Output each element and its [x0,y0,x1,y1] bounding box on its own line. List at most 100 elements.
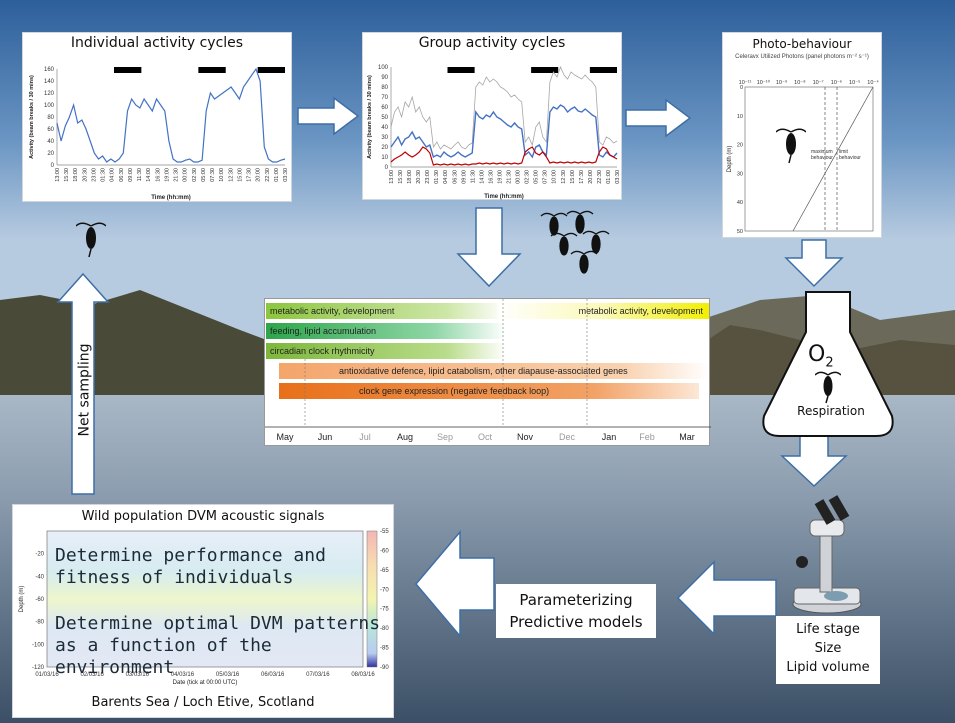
acoustic-signals-panel: Wild population DVM acoustic signals -20… [12,504,394,718]
y-tick-label: 100 [378,65,389,71]
y-tick-label: -120 [32,665,45,671]
month-oct: Oct [477,432,492,442]
y-tick-label: 0 [51,163,55,169]
y-tick-label: -80 [35,620,44,626]
month-jul: Jul [359,432,371,442]
x-tick-label: 10⁻⁴ [867,79,879,86]
respiration-label: Respiration [797,404,865,418]
x-tick-label: 07:30 [210,168,216,182]
y-tick-label: 90 [381,75,388,81]
copepod-icon [815,371,841,404]
limit-label: limit [839,149,848,155]
x-tick-label: 02:30 [525,170,531,184]
series-line-2 [390,146,618,166]
x-tick-label: 01:30 [434,170,440,184]
month-jan: Jan [601,432,617,442]
x-tick-label: 05:00 [534,170,540,184]
colorbar-tick-label: -85 [380,646,389,652]
photo-behaviour-panel: Photo-behaviour Celeravx Utilized Photon… [722,32,882,238]
x-tick-label: 18:00 [73,168,79,182]
x-tick-label: 05:00 [201,168,207,182]
predictive-models-label: Predictive models [509,613,643,631]
x-tick-label: 02:30 [192,168,198,182]
x-tick-label: 04:00 [110,168,116,182]
x-tick-label: 01/03/16 [35,672,59,678]
gantt-bar-metabolic-2: metabolic activity, development [497,303,709,319]
x-tick-label: 22:30 [597,170,603,184]
measurements-box: Life stage Size Lipid volume [776,616,880,684]
x-tick-label: 22:30 [265,168,271,182]
arrow-down-3 [780,433,848,488]
colorbar [366,530,378,668]
seasonal-timeline-panel: metabolic activity, development metaboli… [264,298,711,446]
y-tick-label: 70 [381,95,388,101]
x-tick-label: 19:00 [497,170,503,184]
x-tick-label: 15:00 [237,168,243,182]
y-tick-label: 20 [737,143,743,149]
x-tick-label: 20:00 [256,168,262,182]
colorbar-tick-label: -60 [380,548,389,554]
x-tick-label: 06:30 [452,170,458,184]
x-tick-label: 12:30 [228,168,234,182]
gantt-bar-clock: clock gene expression (negative feedback… [279,383,699,399]
y-tick-label: -20 [35,552,44,558]
series-line-1 [390,104,618,159]
x-tick-label: 16:30 [488,170,494,184]
x-tick-label: 15:00 [570,170,576,184]
y-tick-label: 20 [47,151,54,157]
arrow-left-1 [676,560,777,636]
y-axis-label: Depth (m) [19,586,25,613]
x-tick-label: 11:30 [137,168,143,181]
x-tick-label: 10:00 [552,170,558,184]
echogram-area [47,531,363,667]
y-tick-label: 140 [44,79,55,85]
y-axis-label: Depth (m) [727,146,733,173]
x-tick-label: 17:30 [247,168,253,182]
gantt-bar-antioxidative: antioxidative defence, lipid catabolism,… [279,363,709,379]
size-label: Size [814,641,842,656]
x-tick-label: 07/03/16 [306,672,330,678]
microscope-icon [792,495,862,614]
photo-plot-frame [744,86,874,232]
group-activity-panel: Group activity cycles 100 90 80 70 60 50 40 30 2… [362,32,622,200]
y-tick-label: 0 [740,85,743,91]
x-tick-label: 09:00 [128,168,134,182]
x-tick-label: 10⁻¹⁰ [757,79,771,86]
x-tick-label: 10⁻⁵ [849,79,860,86]
individual-panel-title: Individual activity cycles [70,35,244,51]
copepod-group-icon [540,210,610,274]
x-tick-label: 15:30 [64,168,70,182]
arrow-up-net [56,272,110,495]
life-stage-label: Life stage [796,622,860,637]
x-tick-label: 08/03/16 [351,672,375,678]
month-may: May [276,432,294,442]
light-attenuation-line [792,86,874,232]
behaviour-label-b: behaviour [839,155,861,161]
gantt-bar-circadian: circadian clock rhythmicity [266,343,506,359]
x-tick-label: 14:00 [146,168,152,182]
arrow-down-1 [456,207,522,288]
x-tick-label: 11:30 [470,170,476,183]
night-period-bar [114,67,142,73]
arrow-left-2 [415,530,495,638]
x-tick-label: 01:30 [101,168,107,182]
x-axis-label: Time (hh:mm) [484,194,524,200]
x-tick-label: 10⁻⁷ [813,79,824,86]
y-tick-label: 60 [381,105,388,111]
y-axis-label: Activity (beam breaks / 30 mins) [367,75,373,159]
y-tick-label: 20 [381,145,388,151]
x-tick-label: 02/03/16 [80,672,104,678]
net-sampling-label: Net sampling [76,343,92,437]
month-aug: Aug [396,432,413,442]
x-tick-label: 16:30 [155,168,161,182]
optimal-dvm-text: Determine optimal DVM patterns as a func… [55,613,381,678]
x-tick-label: 12:30 [561,170,567,184]
y-tick-label: 10 [381,155,388,161]
colorbar-tick-label: -90 [380,665,389,671]
x-tick-label: 14:00 [479,170,485,184]
x-tick-label: 21:30 [507,170,513,184]
echogram-frame [46,530,364,668]
night-period-bar [257,67,285,73]
o2-label: O2 [808,342,834,371]
photo-subtitle: Celeravx Utilized Photons (panel photons… [735,54,869,60]
